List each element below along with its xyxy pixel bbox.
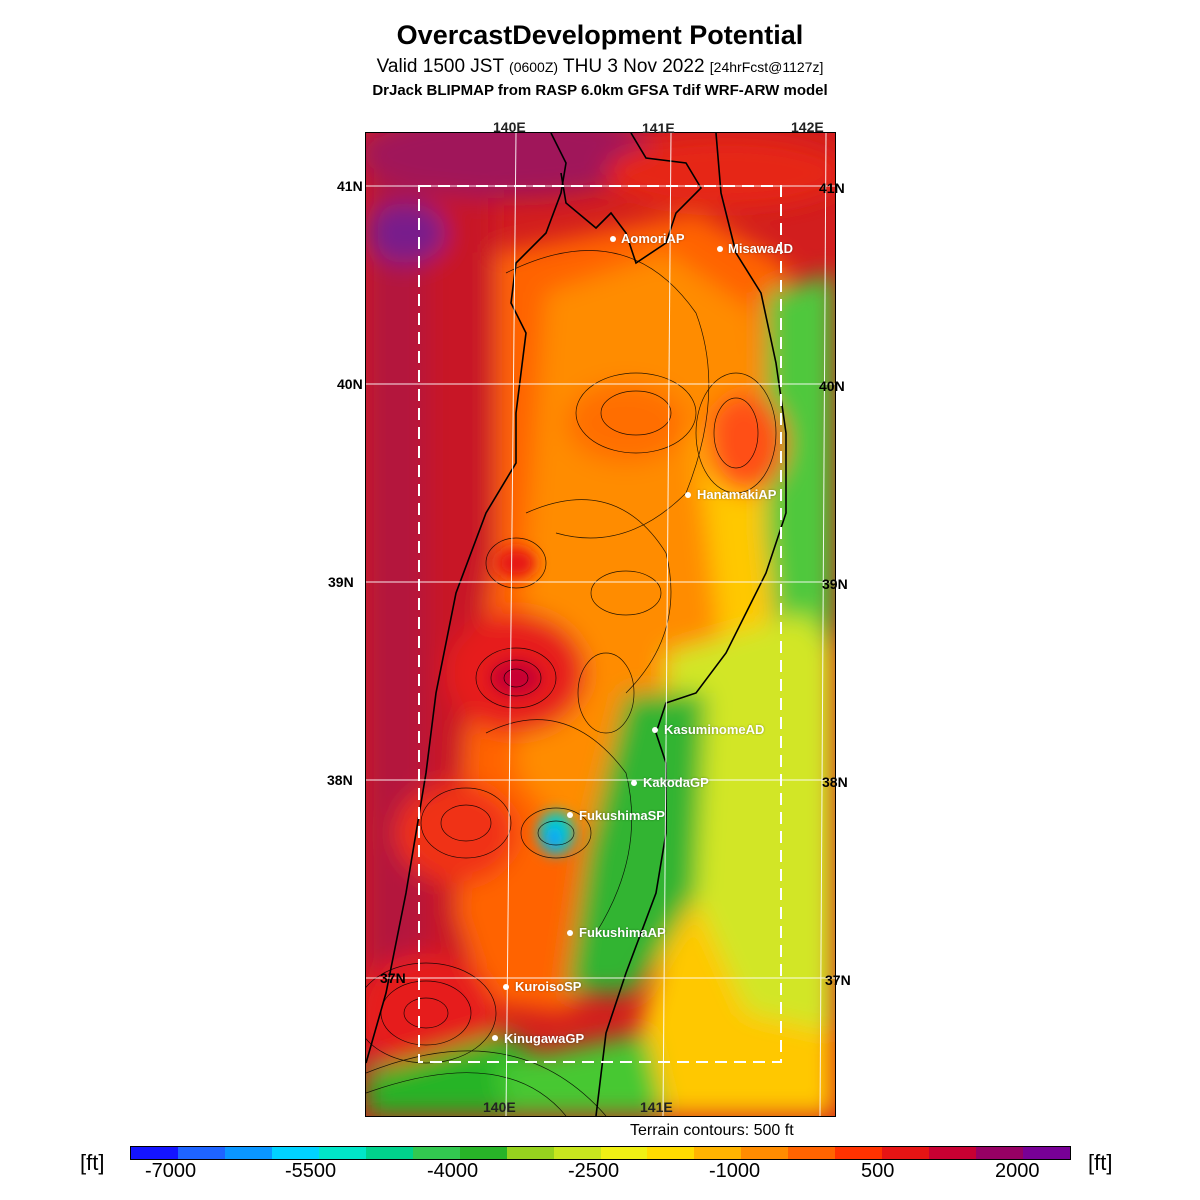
model-line: DrJack BLIPMAP from RASP 6.0km GFSA Tdif… [372, 82, 828, 99]
colorbar-swatch-0 [131, 1147, 178, 1159]
colorbar-swatch-6 [412, 1147, 460, 1159]
colorbar-label-neg2500: -2500 [568, 1160, 620, 1182]
colorbar-label-neg5500: -5500 [285, 1160, 337, 1182]
kuroiso-sp-marker [503, 984, 509, 990]
aomori-ap-marker [610, 236, 616, 242]
colorbar-label-neg4000: -4000 [427, 1160, 479, 1182]
lon-tick-140e-bottom: 140E [483, 1099, 516, 1115]
misawa-ad-label: MisawaAD [728, 241, 794, 256]
lon-tick-140e-top: 140E [493, 119, 526, 135]
terrain-contour-note: Terrain contours: 500 ft [630, 1122, 794, 1139]
colorbar-swatch-5 [365, 1147, 413, 1159]
valid-time-line: Valid 1500 JST (0600Z) THU 3 Nov 2022 [2… [0, 56, 1200, 78]
colorbar-swatch-14 [788, 1147, 836, 1159]
colorbar-swatch-7 [459, 1147, 507, 1159]
kinugawa-gp-marker [492, 1035, 498, 1041]
inner-domain-box [418, 185, 782, 1063]
map-panel [365, 132, 836, 1117]
lat-tick-40n-left: 40N [337, 376, 363, 392]
colorbar-swatch-19 [1023, 1147, 1071, 1159]
kinugawa-gp-label: KinugawaGP [504, 1031, 585, 1046]
hanamaki-ap-marker [685, 492, 691, 498]
valid-prefix: Valid 1500 JST [376, 56, 504, 77]
colorbar-swatch-3 [271, 1147, 319, 1159]
colorbar [130, 1146, 1071, 1160]
colorbar-label-neg7000: -7000 [145, 1160, 197, 1182]
kasuminome-ad-marker [652, 727, 658, 733]
colorbar-label-2000: 2000 [995, 1160, 1040, 1182]
graticule [366, 133, 835, 1116]
colorbar-label-500: 500 [861, 1160, 895, 1182]
fukushima-ap-label: FukushimaAP [579, 925, 666, 940]
lat-tick-41n-left: 41N [337, 178, 363, 194]
east-coastline [595, 133, 787, 1116]
mutsu-bay-coastline [560, 133, 703, 265]
lat-tick-38n-right: 38N [822, 774, 848, 790]
colorbar-swatch-4 [318, 1147, 366, 1159]
kakoda-gp-marker [631, 780, 637, 786]
misawa-ad-marker [717, 246, 723, 252]
aomori-ap-label: AomoriAP [621, 231, 685, 246]
lat-tick-37n-right: 37N [825, 972, 851, 988]
fukushima-sp-marker [567, 812, 573, 818]
lat-tick-40n-right: 40N [819, 378, 845, 394]
colorbar-swatch-9 [553, 1147, 601, 1159]
valid-date: THU 3 Nov 2022 [563, 56, 705, 77]
colorbar-swatch-12 [694, 1147, 742, 1159]
lon-tick-142e-top: 142E [791, 119, 824, 135]
forecast-note: [24hrFcst@1127z] [709, 59, 824, 75]
kasuminome-ad-label: KasuminomeAD [664, 722, 765, 737]
colorbar-unit-right: [ft] [1088, 1150, 1113, 1175]
lat-tick-39n-right: 39N [822, 576, 848, 592]
colorbar-swatch-1 [177, 1147, 225, 1159]
colorbar-swatch-17 [929, 1147, 977, 1159]
terrain-contours [366, 250, 777, 1116]
lat-tick-37n-left: 37N [380, 970, 406, 986]
west-coastline [366, 133, 567, 1064]
colorbar-label-neg1000: -1000 [709, 1160, 761, 1182]
lon-tick-141e-top: 141E [642, 120, 675, 136]
colorbar-swatch-18 [976, 1147, 1024, 1159]
colorbar-swatch-8 [506, 1147, 554, 1159]
fukushima-sp-label: FukushimaSP [579, 808, 665, 823]
fukushima-ap-marker [567, 930, 573, 936]
lon-tick-141e-bottom: 141E [640, 1099, 673, 1115]
colorbar-swatch-13 [741, 1147, 789, 1159]
kuroiso-sp-label: KuroisoSP [515, 979, 582, 994]
valid-utc: (0600Z) [509, 59, 559, 75]
colorbar-swatch-2 [224, 1147, 272, 1159]
colorbar-swatch-10 [600, 1147, 648, 1159]
lat-tick-38n-left: 38N [327, 772, 353, 788]
colorbar-swatch-15 [835, 1147, 883, 1159]
lat-tick-41n-right: 41N [819, 180, 845, 196]
lat-tick-39n-left: 39N [328, 574, 354, 590]
forecast-field [366, 133, 835, 1116]
hanamaki-ap-label: HanamakiAP [697, 487, 777, 502]
colorbar-swatch-16 [882, 1147, 930, 1159]
colorbar-unit-left: [ft] [80, 1150, 105, 1175]
colorbar-swatch-11 [647, 1147, 695, 1159]
kakoda-gp-label: KakodaGP [643, 775, 709, 790]
map-title: OvercastDevelopment Potential [396, 20, 804, 50]
